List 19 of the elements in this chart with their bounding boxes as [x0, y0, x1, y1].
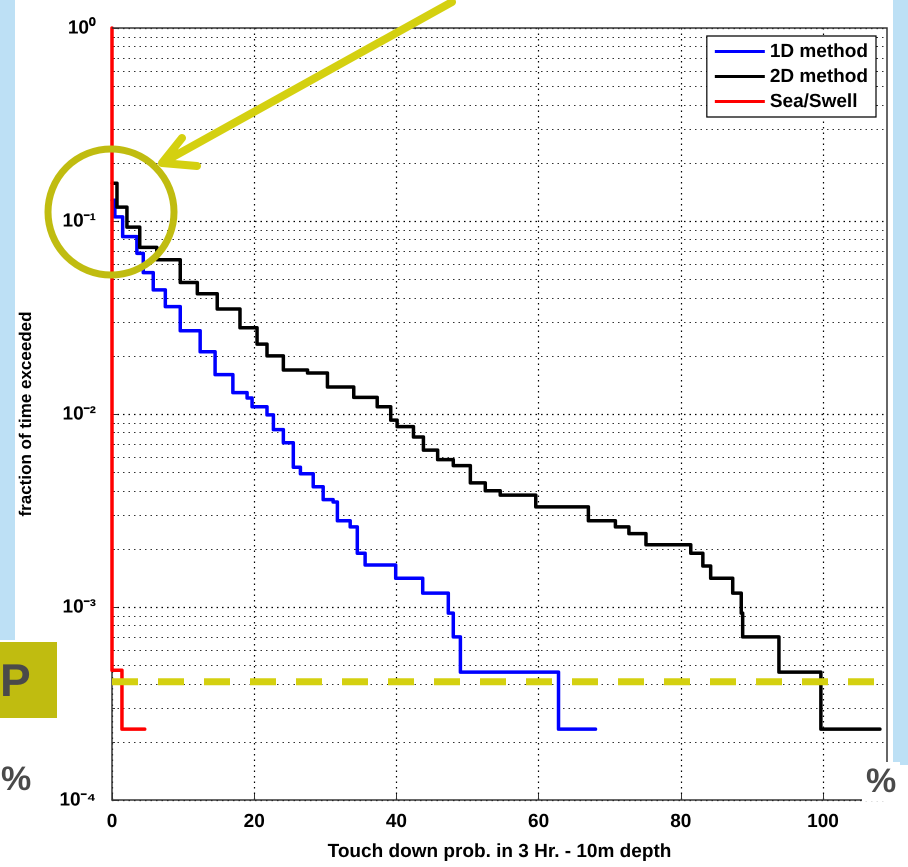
- y-tick-label: 10⁻¹: [62, 210, 96, 232]
- x-tick-label: 0: [106, 811, 118, 832]
- x-tick-label: 60: [528, 811, 550, 832]
- annotation: %: [862, 762, 900, 801]
- x-tick-label: 20: [244, 811, 265, 832]
- y-axis-title: fraction of time exceeded: [16, 311, 35, 517]
- x-tick-label: 40: [386, 811, 407, 832]
- y-tick-label: 10⁻²: [62, 404, 96, 424]
- legend-label: 2D method: [770, 66, 868, 87]
- y-tick-label: 10⁰: [68, 16, 96, 38]
- text: %: [1, 760, 32, 799]
- x-tick-label: 100: [807, 811, 839, 832]
- y-tick-label: 10⁻³: [62, 596, 96, 618]
- legend-label: Sea/Swell: [770, 91, 858, 112]
- y-tick-label: 10⁻⁴: [59, 790, 96, 810]
- legend-label: 1D method: [770, 41, 868, 62]
- text: P: [0, 642, 57, 718]
- x-tick-label: 80: [670, 811, 692, 832]
- x-axis-title: Touch down prob. in 3 Hr. - 10m depth: [328, 841, 672, 862]
